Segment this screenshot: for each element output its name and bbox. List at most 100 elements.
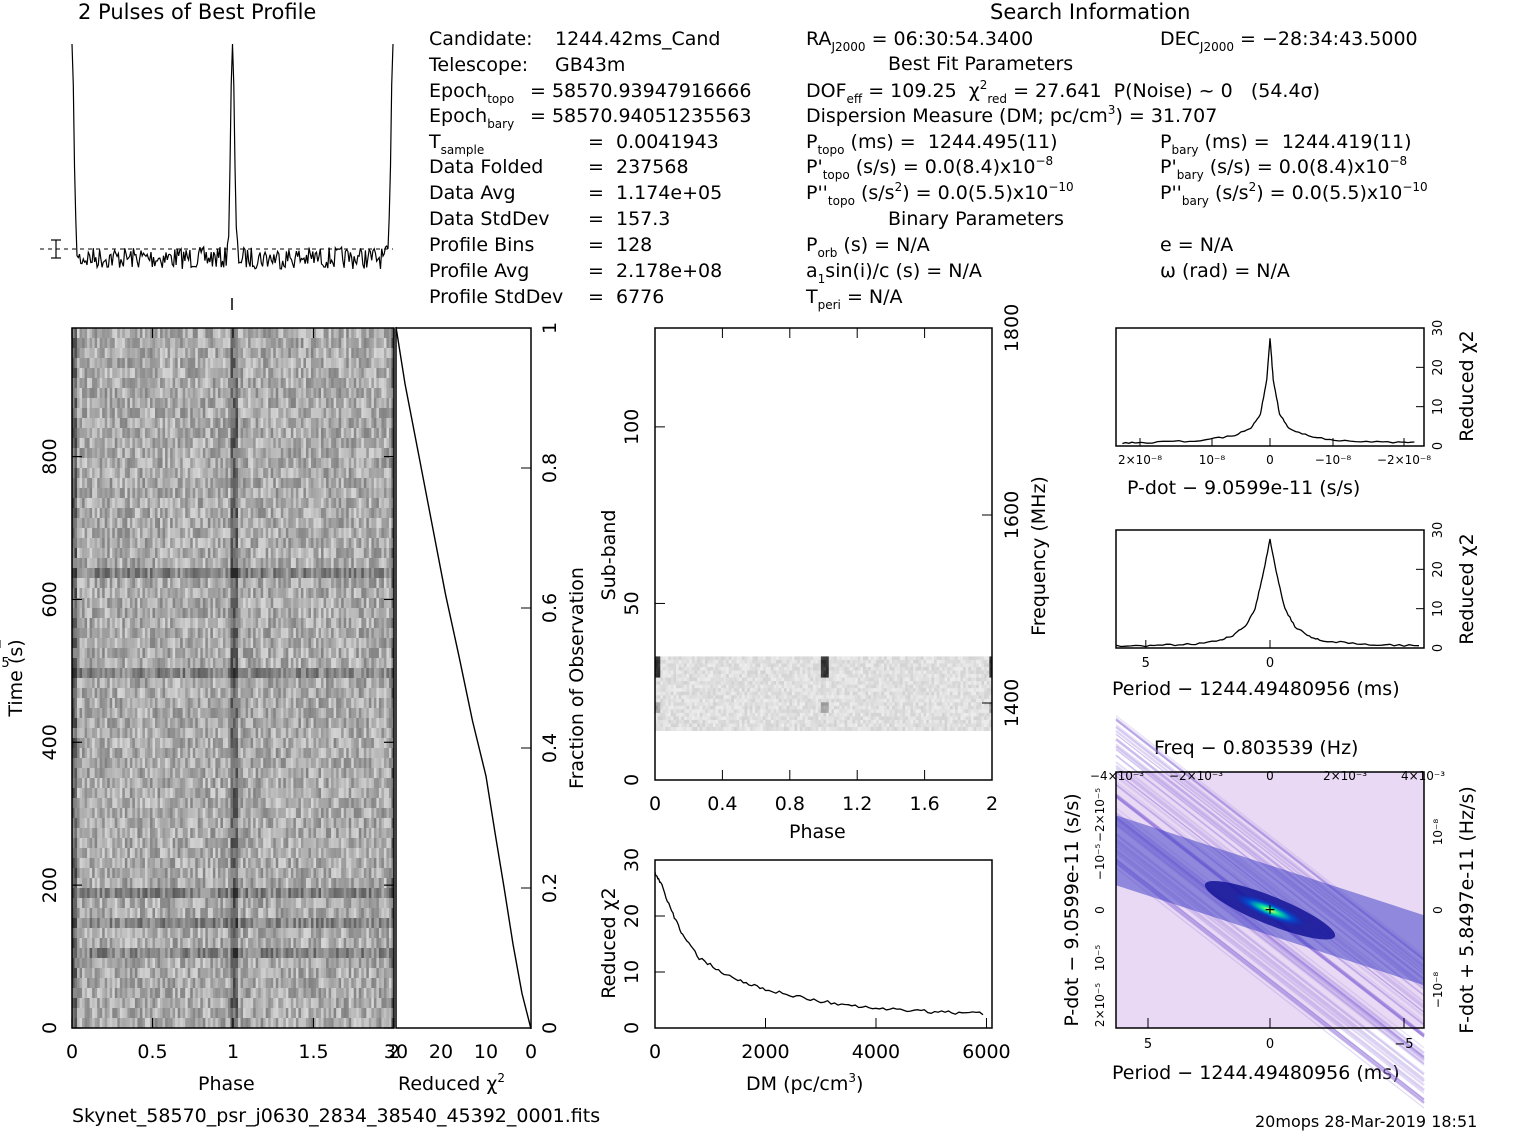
waterfall-cell xyxy=(283,398,287,409)
waterfall-cell xyxy=(217,708,221,719)
waterfall-cell xyxy=(134,548,138,559)
waterfall-cell xyxy=(300,498,304,509)
waterfall-cell xyxy=(303,618,307,629)
waterfall-cell xyxy=(217,428,221,439)
waterfall-cell xyxy=(217,568,221,579)
waterfall-cell xyxy=(243,528,246,539)
waterfall-cell xyxy=(295,328,299,339)
waterfall-cell xyxy=(142,398,146,409)
waterfall-cell xyxy=(245,548,249,559)
waterfall-cell xyxy=(290,528,294,539)
waterfall-cell xyxy=(197,388,201,399)
waterfall-cell xyxy=(117,678,121,689)
waterfall-cell xyxy=(195,508,199,519)
waterfall-cell xyxy=(180,558,184,569)
waterfall-cell xyxy=(155,478,158,489)
waterfall-cell xyxy=(109,328,113,339)
waterfall-cell xyxy=(132,688,136,699)
waterfall-cell xyxy=(77,638,80,649)
waterfall-cell xyxy=(124,558,128,569)
waterfall-cell xyxy=(170,708,174,719)
waterfall-cell xyxy=(144,578,148,589)
waterfall-cell xyxy=(298,388,302,399)
waterfall-cell xyxy=(278,668,282,679)
waterfall-cell xyxy=(238,458,241,469)
waterfall-cell xyxy=(104,658,108,669)
waterfall-cell xyxy=(117,488,121,499)
waterfall-cell xyxy=(243,358,246,369)
waterfall-cell xyxy=(155,358,158,369)
waterfall-cell xyxy=(303,668,307,679)
waterfall-cell xyxy=(386,398,390,409)
waterfall-cell xyxy=(107,348,111,359)
waterfall-cell xyxy=(129,598,133,609)
waterfall-cell xyxy=(172,578,176,589)
waterfall-cell xyxy=(119,578,123,589)
waterfall-cell xyxy=(102,508,106,519)
waterfall-cell xyxy=(318,348,322,359)
waterfall-cell xyxy=(243,408,246,419)
waterfall-cell xyxy=(79,418,83,429)
info-row: Data StdDev xyxy=(429,208,550,230)
waterfall-cell xyxy=(182,328,186,339)
waterfall-cell xyxy=(202,508,206,519)
waterfall-cell xyxy=(202,598,206,609)
waterfall-cell xyxy=(363,438,367,449)
waterfall-cell xyxy=(288,518,292,529)
waterfall-cell xyxy=(310,698,314,709)
waterfall-cell xyxy=(149,348,153,359)
waterfall-cell xyxy=(124,468,128,479)
waterfall-cell xyxy=(227,648,231,659)
waterfall-cell xyxy=(331,528,335,539)
waterfall-cell xyxy=(215,698,219,709)
waterfall-cell xyxy=(177,668,181,679)
waterfall-cell xyxy=(197,568,201,579)
waterfall-cell xyxy=(134,588,138,599)
waterfall-cell xyxy=(122,448,126,459)
waterfall-cell xyxy=(326,358,329,369)
waterfall-cell xyxy=(225,418,229,429)
waterfall-cell xyxy=(346,638,350,649)
waterfall-cell xyxy=(127,458,131,469)
waterfall-cell xyxy=(310,558,314,569)
waterfall-cell xyxy=(220,668,224,679)
waterfall-cell xyxy=(210,408,214,419)
waterfall-cell xyxy=(373,438,377,449)
waterfall-cell xyxy=(104,498,108,509)
waterfall-cell xyxy=(348,458,352,469)
waterfall-cell xyxy=(205,668,209,679)
waterfall-cell xyxy=(230,528,234,539)
waterfall-cell xyxy=(328,408,332,419)
waterfall-cell xyxy=(134,438,138,449)
waterfall-cell xyxy=(338,368,342,379)
waterfall-cell xyxy=(144,528,148,539)
waterfall-cell xyxy=(104,618,108,629)
waterfall-cell xyxy=(300,688,304,699)
waterfall-cell xyxy=(260,618,264,629)
waterfall-cell xyxy=(348,618,352,629)
waterfall-cell xyxy=(283,668,287,679)
waterfall-cell xyxy=(250,628,254,639)
waterfall-cell xyxy=(102,668,106,679)
waterfall-cell xyxy=(144,378,148,389)
waterfall-cell xyxy=(358,618,362,629)
waterfall-cell xyxy=(323,368,327,379)
info-row: Profile Bins xyxy=(429,234,535,256)
waterfall-cell xyxy=(381,398,385,409)
waterfall-cell xyxy=(192,568,196,579)
waterfall-cell xyxy=(373,688,377,699)
waterfall-cell xyxy=(316,348,319,359)
waterfall-cell xyxy=(245,668,249,679)
waterfall-cell xyxy=(94,608,98,619)
waterfall-cell xyxy=(255,608,259,619)
waterfall-cell xyxy=(212,668,216,679)
waterfall-cell xyxy=(308,598,312,609)
waterfall-cell xyxy=(336,468,340,479)
waterfall-cell xyxy=(109,448,113,459)
waterfall-cell xyxy=(97,488,101,499)
waterfall-cell xyxy=(388,488,392,499)
waterfall-cell xyxy=(318,528,322,539)
waterfall-cell xyxy=(202,618,206,629)
waterfall-cell xyxy=(300,348,304,359)
waterfall-cell xyxy=(270,448,274,459)
